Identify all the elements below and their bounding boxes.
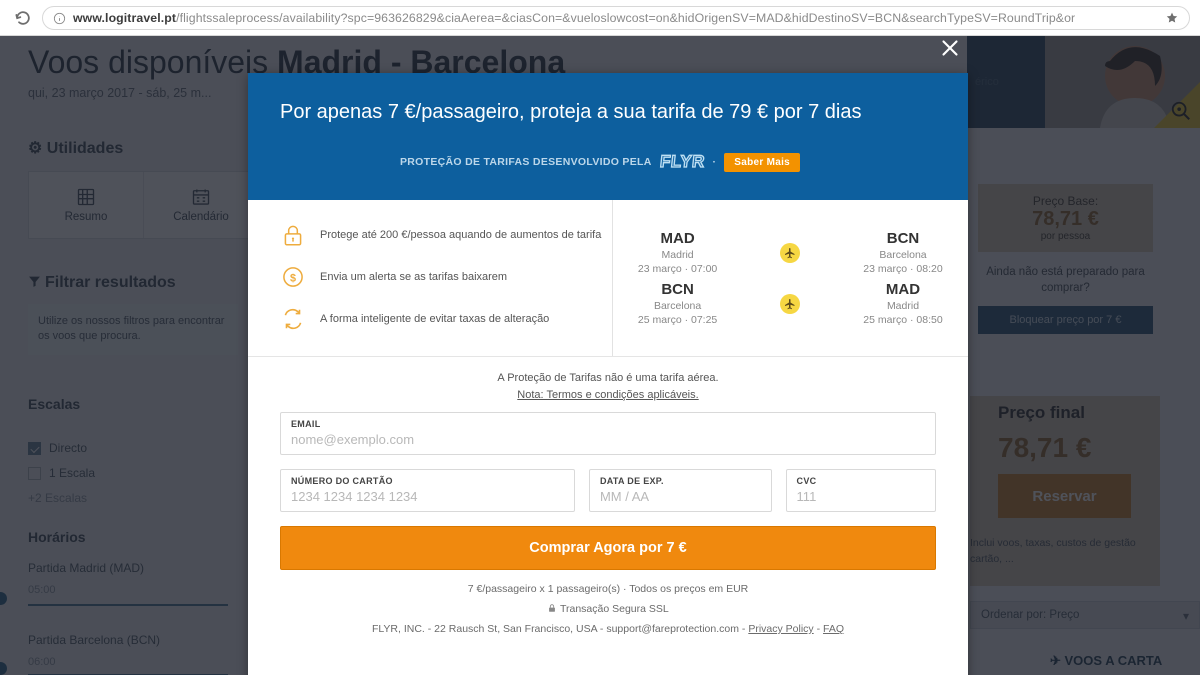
svg-text:$: $	[290, 272, 296, 284]
